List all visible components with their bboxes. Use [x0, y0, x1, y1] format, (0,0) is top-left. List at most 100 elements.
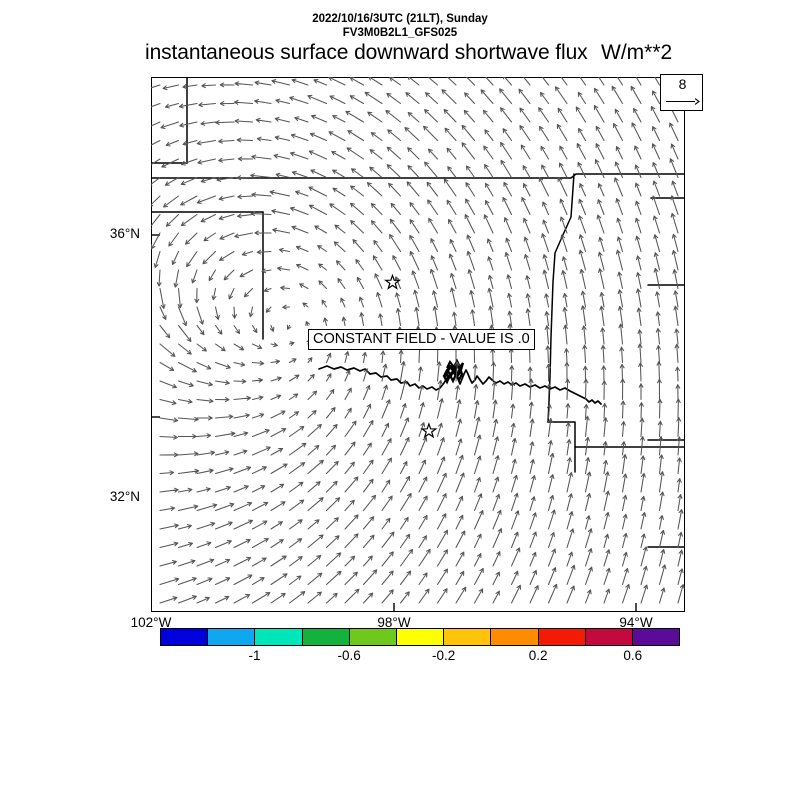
wind-vector-arrow	[473, 477, 481, 493]
wind-vector-arrow	[436, 437, 445, 456]
wind-vector-arrow	[675, 384, 681, 401]
wind-vector-arrow	[307, 373, 315, 382]
wind-vector-arrow	[307, 497, 324, 512]
wind-vector-arrow	[510, 474, 518, 493]
units-label: W/m**2	[601, 41, 673, 64]
wind-vector-arrow	[544, 311, 550, 327]
wind-vector-arrow	[182, 84, 198, 90]
wind-vector-arrow	[159, 398, 177, 406]
wind-vector-arrow	[406, 181, 420, 197]
wind-vector-arrow	[473, 567, 484, 586]
wind-vector-arrow	[200, 176, 217, 184]
wind-vector-arrow	[492, 436, 500, 456]
wind-vector-arrow	[651, 195, 661, 216]
wind-vector-arrow	[218, 213, 235, 221]
wind-vector-arrow	[389, 218, 402, 234]
wind-vector-arrow	[455, 399, 462, 419]
wind-vector-arrow	[418, 588, 430, 604]
wind-vector-arrow	[366, 182, 383, 197]
wind-vector-arrow	[652, 161, 661, 179]
wind-vector-arrow	[653, 252, 661, 271]
wind-vector-arrow	[307, 423, 322, 438]
wind-vector-arrow	[528, 401, 534, 419]
wind-vector-arrow	[288, 556, 303, 567]
wind-vector-arrow	[484, 182, 494, 197]
wind-vector-arrow	[362, 384, 371, 401]
wind-vector-arrow	[395, 307, 402, 327]
wind-vector-arrow	[640, 584, 649, 604]
lat-tick-label-36n: 36°N	[109, 226, 140, 241]
wind-vector-arrow	[159, 523, 179, 530]
wind-vector-arrow	[232, 306, 237, 319]
wind-vector-arrow	[159, 287, 166, 309]
wind-vector-arrow	[270, 428, 287, 438]
wind-vector-arrow	[455, 385, 460, 401]
wind-vector-arrow	[652, 180, 661, 197]
wind-vector-arrow	[430, 255, 439, 271]
wind-vector-arrow	[407, 77, 420, 86]
wind-vector-arrow	[380, 350, 386, 364]
wind-vector-arrow	[159, 434, 178, 440]
wind-vector-arrow	[311, 114, 328, 123]
wind-vector-arrow	[436, 456, 446, 475]
wind-vector-arrow	[378, 313, 384, 327]
wind-vector-arrow	[299, 283, 309, 290]
wind-vector-arrow	[510, 510, 520, 530]
wind-vector-arrow	[565, 421, 571, 438]
wind-vector-arrow	[522, 165, 531, 179]
wind-vector-arrow	[233, 324, 241, 335]
wind-vector-arrow	[510, 547, 521, 567]
wind-vector-arrow	[381, 384, 388, 401]
map-panel[interactable]: 8 CONSTANT FIELD - VALUE IS .0	[151, 74, 703, 612]
wind-vector-arrow	[671, 249, 679, 271]
wind-vector-arrow	[651, 143, 661, 160]
wind-vector-arrow	[615, 249, 624, 271]
wind-vector-arrow	[603, 533, 610, 549]
wind-vector-arrow	[635, 255, 642, 271]
wind-vector-arrow	[597, 251, 605, 271]
wind-vector-arrow	[616, 217, 624, 234]
wind-vector-arrow	[675, 398, 681, 419]
wind-vector-arrow	[177, 343, 192, 355]
colorbar[interactable]: -1 -0.6 -0.2 0.2 0.6	[160, 628, 680, 663]
wind-vector-arrow	[602, 402, 608, 419]
wind-vector-arrow	[444, 127, 457, 142]
wind-vector-arrow	[427, 77, 439, 86]
wind-vector-arrow	[151, 158, 161, 166]
wind-vector-arrow	[466, 234, 476, 253]
wind-vector-arrow	[579, 183, 587, 197]
wind-vector-arrow	[600, 344, 606, 364]
wind-vector-arrow	[510, 437, 517, 456]
wind-vector-arrow	[196, 541, 212, 549]
wind-vector-arrow	[473, 434, 482, 456]
wind-vector-arrow	[399, 492, 412, 512]
wind-vector-arrow	[364, 91, 383, 105]
wind-vector-arrow	[233, 99, 254, 105]
wind-vector-arrow	[658, 529, 666, 549]
wind-vector-arrow	[323, 317, 328, 327]
wind-vector-arrow	[561, 256, 568, 271]
wind-vector-arrow	[177, 504, 199, 512]
wind-vector-arrow	[180, 195, 198, 206]
wind-vector-arrow	[510, 458, 517, 475]
wind-vector-arrow	[566, 528, 575, 549]
wind-vector-arrow	[233, 593, 251, 604]
wind-vector-arrow	[325, 423, 338, 438]
wind-vector-arrow	[418, 402, 425, 419]
wind-vector-arrow	[325, 497, 341, 512]
wind-vector-arrow	[436, 361, 442, 382]
wind-vector-arrow	[640, 472, 646, 493]
wind-vector-arrow	[202, 250, 217, 265]
wind-vector-arrow	[196, 343, 207, 352]
wind-vector-arrow	[233, 449, 248, 456]
wind-vector-arrow	[325, 389, 335, 401]
wind-vector-arrow	[381, 517, 391, 530]
wind-vector-arrow	[250, 173, 272, 179]
wind-vector-arrow	[404, 126, 420, 142]
wind-vector-arrow	[500, 141, 513, 160]
wind-vector-arrow	[673, 290, 679, 308]
wind-vector-arrow	[472, 364, 478, 382]
wind-vector-arrow	[307, 459, 324, 475]
wind-vector-arrow	[523, 253, 531, 271]
wind-vector-arrow	[280, 285, 291, 291]
